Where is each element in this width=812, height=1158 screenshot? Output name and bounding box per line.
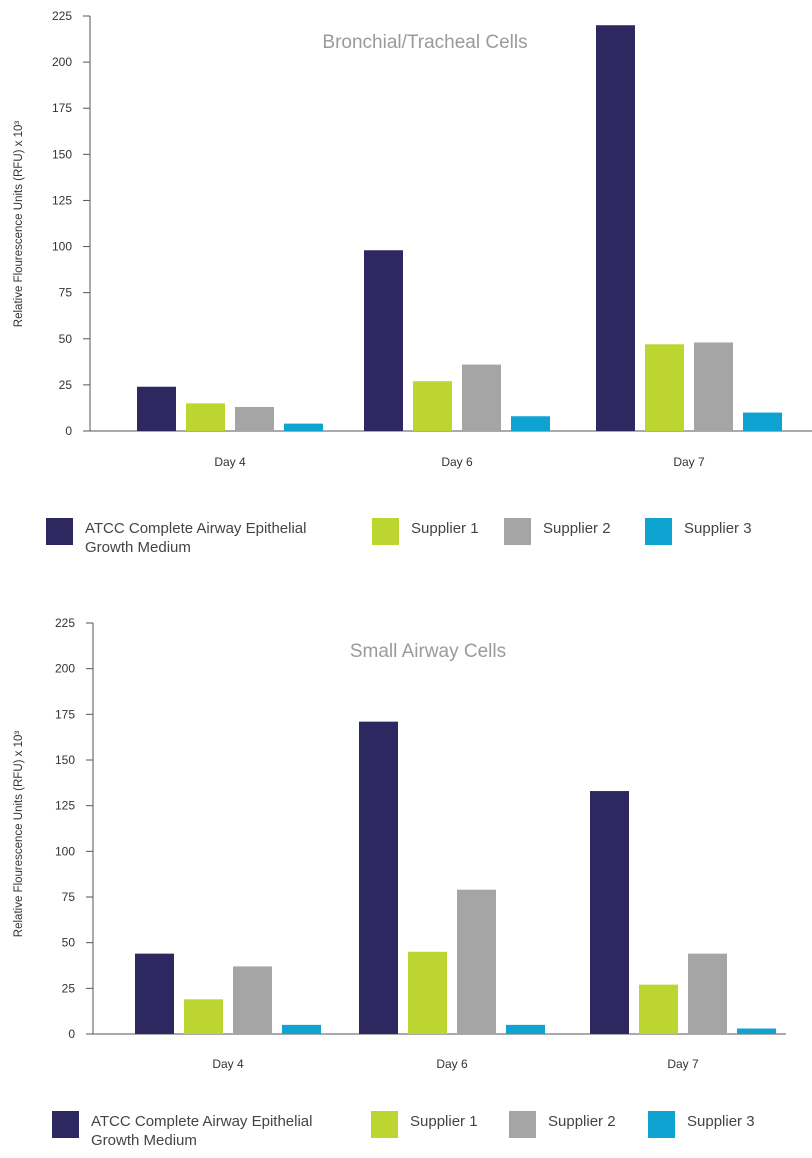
y-tick-label: 75 — [62, 890, 76, 904]
chart-title: Bronchial/Tracheal Cells — [322, 32, 527, 53]
legend-swatch-supplier-2 — [504, 518, 531, 545]
legend-swatch-atcc — [52, 1111, 79, 1138]
chart-bronchial-tracheal-plot: 0 25 50 75 100 125 150 175 200 225 Bronchial/Trach… — [13, 9, 812, 469]
y-tick-label: 0 — [68, 1027, 75, 1041]
chart-small-airway: 0 25 50 75 100 125 150 175 200 225 Small Airway Ce… — [0, 610, 812, 1158]
bar — [639, 984, 678, 1034]
bar — [137, 386, 176, 431]
y-tick-label: 100 — [55, 844, 75, 858]
bar — [186, 403, 225, 431]
y-axis-label: Relative Flourescence Units (RFU) x 10³ — [13, 731, 25, 938]
y-tick-label: 50 — [62, 936, 76, 950]
x-tick-label: Day 7 — [673, 455, 705, 469]
x-tick-label: Day 7 — [667, 1057, 699, 1071]
y-tick-label: 200 — [52, 55, 72, 69]
bar — [590, 791, 629, 1034]
legend-swatch-supplier-1 — [371, 1111, 398, 1138]
legend-item-atcc: ATCC Complete Airway Epithelial Growth M… — [46, 518, 306, 557]
bar — [462, 364, 501, 431]
bar — [694, 342, 733, 431]
y-tick-label: 150 — [52, 147, 72, 161]
legend-item-supplier-2: Supplier 2 — [509, 1111, 616, 1138]
bar — [743, 412, 782, 431]
bar — [284, 423, 323, 431]
y-tick-label: 50 — [59, 332, 73, 346]
legend-label-atcc-line1: ATCC Complete Airway Epithelial — [91, 1113, 313, 1130]
x-tick-label: Day 4 — [212, 1057, 244, 1071]
legend-label-atcc-line2: Growth Medium — [85, 539, 191, 556]
y-axis-label: Relative Flourescence Units (RFU) x 10³ — [13, 121, 25, 328]
legend-label-supplier-2: Supplier 2 — [548, 1113, 616, 1130]
legend-swatch-supplier-2 — [509, 1111, 536, 1138]
legend-swatch-atcc — [46, 518, 73, 545]
chart-title: Small Airway Cells — [350, 641, 506, 662]
y-tick-label: 125 — [55, 799, 75, 813]
y-tick-label: 125 — [52, 193, 72, 207]
bar — [184, 999, 223, 1034]
y-tick-label: 25 — [62, 981, 76, 995]
chart-bronchial-tracheal: 0 25 50 75 100 125 150 175 200 225 Bronchial/Trach… — [0, 0, 812, 565]
legend-item-supplier-2: Supplier 2 — [504, 518, 611, 545]
x-tick-label: Day 6 — [436, 1057, 468, 1071]
bar — [408, 951, 447, 1034]
legend-swatch-supplier-3 — [648, 1111, 675, 1138]
legend-label-atcc: ATCC Complete Airway Epithelial Growth M… — [85, 519, 306, 557]
bar — [364, 250, 403, 431]
y-tick-label: 25 — [59, 378, 73, 392]
y-tick-label: 175 — [52, 101, 72, 115]
y-tick-label: 225 — [52, 9, 72, 23]
bar — [135, 953, 174, 1034]
legend-label-supplier-3: Supplier 3 — [684, 520, 752, 537]
legend-label-atcc: ATCC Complete Airway Epithelial Growth M… — [91, 1112, 312, 1150]
y-tick-label: 200 — [55, 662, 75, 676]
bar — [235, 407, 274, 431]
legend-label-supplier-3: Supplier 3 — [687, 1113, 755, 1130]
bar — [413, 381, 452, 431]
legend-label-atcc-line2: Growth Medium — [91, 1132, 197, 1149]
legend-label-supplier-1: Supplier 1 — [411, 520, 479, 537]
bar — [737, 1028, 776, 1034]
bar — [596, 25, 635, 431]
bar — [511, 416, 550, 431]
x-tick-label: Day 6 — [441, 455, 473, 469]
bar — [645, 344, 684, 431]
bar — [688, 953, 727, 1034]
legend-label-supplier-2: Supplier 2 — [543, 520, 611, 537]
x-tick-label: Day 4 — [214, 455, 246, 469]
legend-item-supplier-1: Supplier 1 — [372, 518, 479, 545]
legend-item-supplier-3: Supplier 3 — [645, 518, 752, 545]
legend-item-supplier-3: Supplier 3 — [648, 1111, 755, 1138]
legend-swatch-supplier-3 — [645, 518, 672, 545]
legend-swatch-supplier-1 — [372, 518, 399, 545]
bar — [233, 966, 272, 1034]
legend-item-atcc: ATCC Complete Airway Epithelial Growth M… — [52, 1111, 312, 1150]
y-tick-label: 225 — [55, 616, 75, 630]
bar — [457, 889, 496, 1034]
legend-label-atcc-line1: ATCC Complete Airway Epithelial — [85, 520, 307, 537]
bar — [282, 1024, 321, 1034]
y-tick-label: 175 — [55, 707, 75, 721]
chart-small-airway-plot: 0 25 50 75 100 125 150 175 200 225 Small Airway Ce… — [13, 616, 786, 1071]
legend-label-supplier-1: Supplier 1 — [410, 1113, 478, 1130]
y-tick-label: 75 — [59, 286, 73, 300]
bar — [359, 721, 398, 1034]
bar — [506, 1024, 545, 1034]
legend-item-supplier-1: Supplier 1 — [371, 1111, 478, 1138]
y-tick-label: 100 — [52, 240, 72, 254]
y-tick-label: 150 — [55, 753, 75, 767]
y-tick-label: 0 — [65, 424, 72, 438]
